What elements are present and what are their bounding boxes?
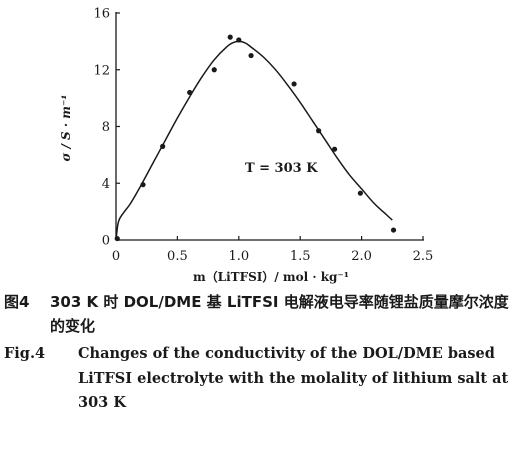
y-tick-label: 0	[102, 234, 110, 249]
y-tick-label: 16	[93, 7, 110, 22]
y-tick-label: 8	[102, 120, 110, 135]
data-point	[248, 52, 254, 59]
x-tick-label: 1.0	[228, 249, 249, 264]
data-point	[316, 128, 322, 134]
x-tick-label: 0.5	[167, 249, 188, 264]
data-point	[187, 89, 193, 96]
data-point	[236, 37, 242, 43]
x-tick-label: 1.5	[290, 249, 311, 264]
x-tick-label: 0	[112, 249, 120, 264]
data-point	[331, 146, 338, 152]
caption-zh-label: 图4	[4, 293, 30, 311]
conductivity-chart: 0 0.5 1.0 1.5 2.0 2.5 0 4 8 12 16 σ / S · m⁻¹ m（Li…	[59, 7, 433, 285]
data-points-layer	[114, 34, 397, 242]
x-tick-label: 2.0	[351, 249, 372, 264]
data-point	[160, 143, 166, 149]
caption-en-label: Fig.4	[4, 345, 46, 362]
data-point	[114, 235, 120, 242]
caption-chinese: 图4 303 K 时 DOL/DME 基 LiTFSI 电解液电导率随锂盐质量摩…	[4, 290, 509, 338]
fit-curve-line	[115, 40, 393, 241]
data-point	[291, 81, 297, 87]
fit-curve-layer	[115, 40, 393, 241]
data-point	[140, 182, 146, 188]
y-tick-label: 4	[102, 177, 110, 192]
y-axis-label: σ / S · m⁻¹	[59, 94, 73, 161]
caption-zh-text: 303 K 时 DOL/DME 基 LiTFSI 电解液电导率随锂盐质量摩尔浓度…	[50, 293, 509, 335]
x-tick-label: 2.5	[413, 249, 434, 264]
temperature-annotation: T = 303 K	[245, 161, 318, 176]
x-axis-label: m（LiTFSI）/ mol · kg⁻¹	[193, 269, 349, 284]
caption-english: Fig.4 Changes of the conductivity of the…	[4, 342, 509, 416]
data-point	[357, 190, 363, 196]
y-tick-label: 12	[93, 63, 110, 78]
chart-axes	[115, 12, 424, 241]
data-point	[390, 227, 397, 233]
chart-ticks: 0 0.5 1.0 1.5 2.0 2.5 0 4 8 12 16	[93, 7, 433, 265]
caption-en-text: Changes of the conductivity of the DOL/D…	[78, 345, 509, 411]
data-point	[211, 67, 217, 73]
data-point	[227, 34, 233, 40]
